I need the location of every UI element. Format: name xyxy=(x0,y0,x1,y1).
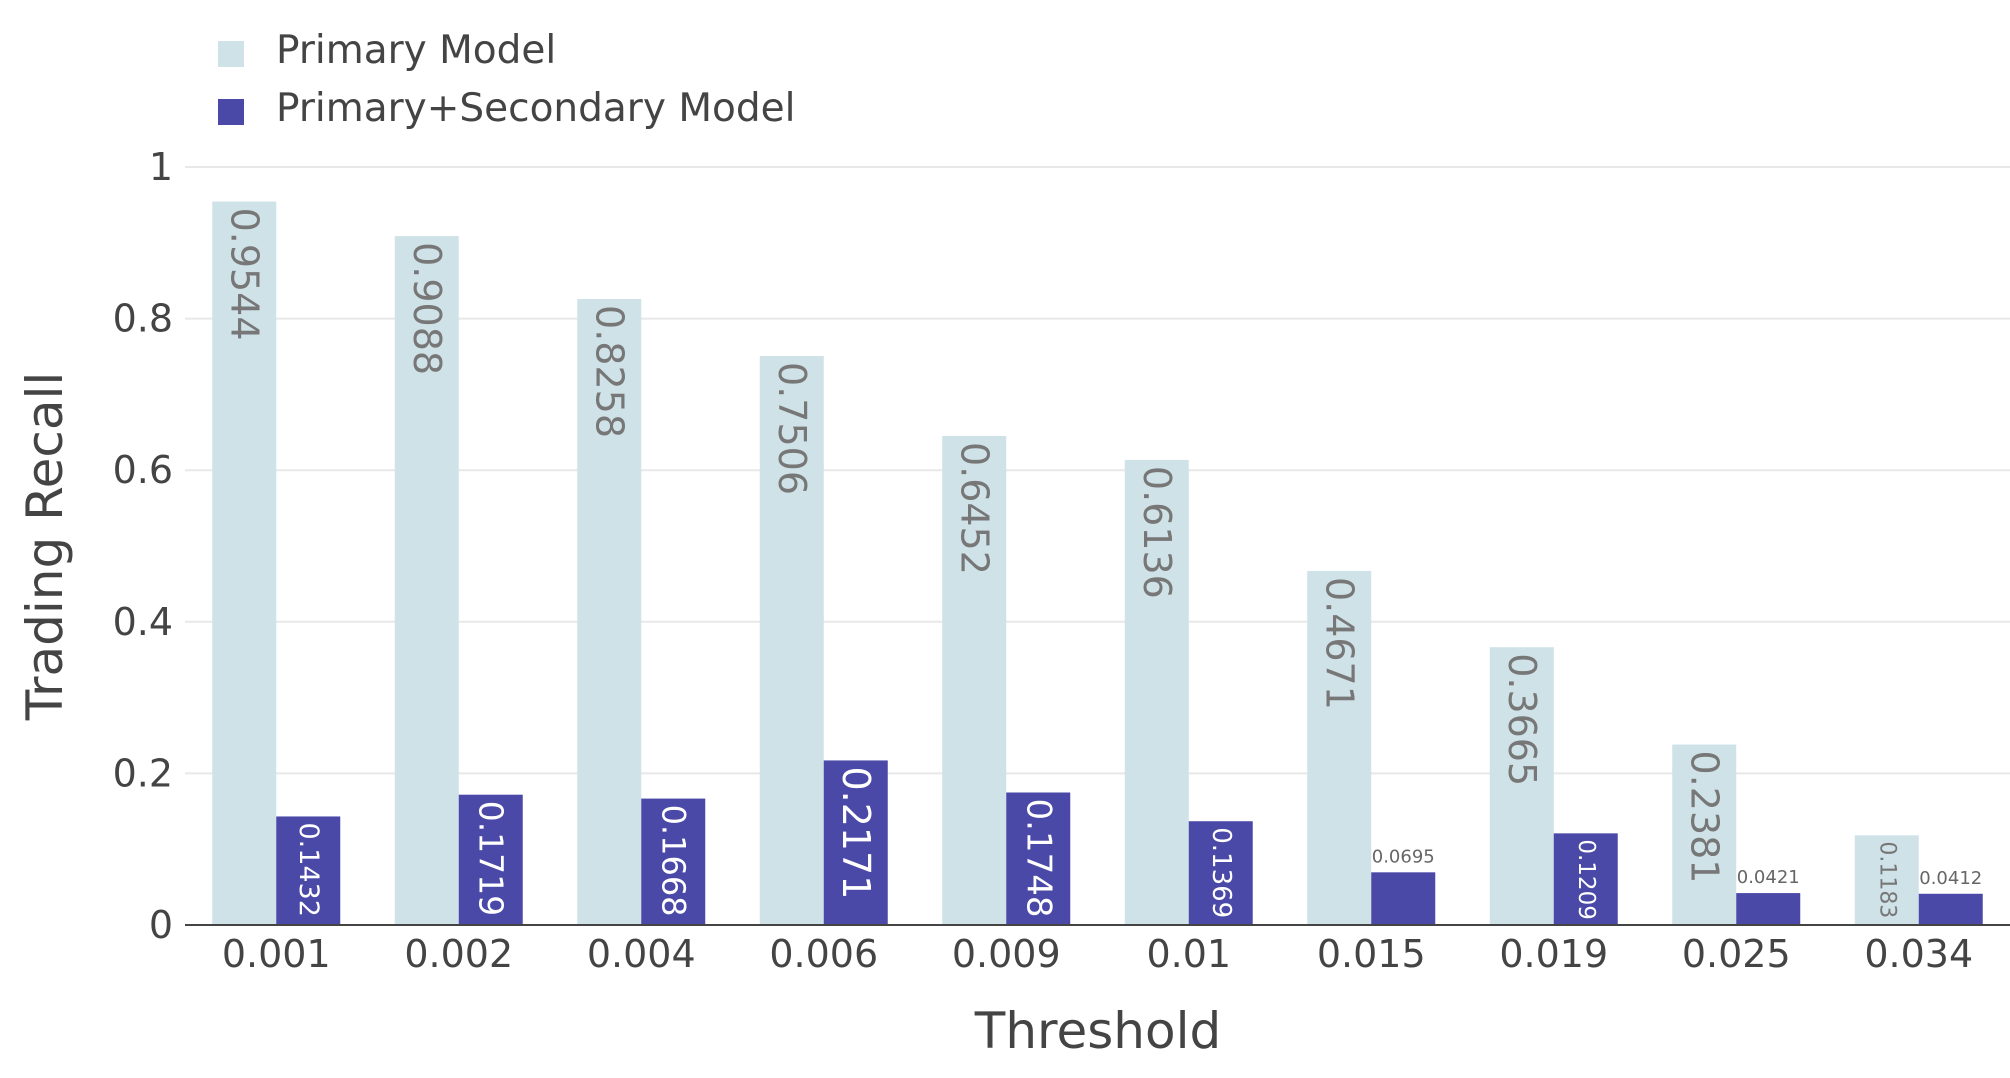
bar-primary xyxy=(1672,744,1737,925)
x-tick-label: 0.015 xyxy=(1317,932,1426,976)
x-tick-label: 0.034 xyxy=(1864,932,1973,976)
y-tick-label: 0.2 xyxy=(113,751,173,795)
bar-value-label-primary: 0.8258 xyxy=(587,305,631,438)
bar-value-label-primary-secondary: 0.0421 xyxy=(1737,867,1800,888)
bar-primary-secondary xyxy=(1006,792,1071,925)
bar-value-label-primary: 0.1183 xyxy=(1874,841,1899,918)
legend-swatch-primary-secondary xyxy=(218,99,244,125)
bar-value-label-primary: 0.2381 xyxy=(1682,751,1726,884)
y-tick-label: 0.4 xyxy=(113,600,173,644)
bar-primary xyxy=(759,356,824,926)
bars xyxy=(212,201,1983,926)
bar-primary-secondary xyxy=(458,794,523,925)
legend-label-primary-secondary: Primary+Secondary Model xyxy=(276,86,796,131)
x-axis-title: Threshold xyxy=(974,1002,1221,1060)
bar-primary-secondary xyxy=(1918,893,1983,925)
x-tick-label: 0.01 xyxy=(1146,932,1231,976)
bar-value-label-primary: 0.4671 xyxy=(1317,577,1361,710)
bar-primary xyxy=(212,201,277,925)
axes: 0 0.2 0.4 0.6 0.8 1 0.001 0.002 0.004 0.006 0.009 0… xyxy=(113,145,2010,976)
y-tick-label: 0.8 xyxy=(113,297,173,341)
bar-value-label-primary-secondary: 0.1209 xyxy=(1573,839,1599,919)
bar-value-label-primary-secondary: 0.1668 xyxy=(654,805,692,917)
bar-value-label-primary: 0.7506 xyxy=(770,362,814,495)
bar-primary-secondary xyxy=(1371,872,1436,925)
bar-primary-secondary xyxy=(823,760,888,925)
bar-value-label-primary: 0.6452 xyxy=(952,442,996,575)
x-tick-label: 0.025 xyxy=(1682,932,1791,976)
bar-value-label-primary: 0.3665 xyxy=(1500,653,1544,786)
legend-label-primary: Primary Model xyxy=(276,28,557,73)
bar-value-label-primary-secondary: 0.0412 xyxy=(1919,868,1982,889)
bar-primary xyxy=(1124,459,1189,925)
bar-value-label-primary-secondary: 0.2171 xyxy=(834,766,878,899)
bar-value-label-primary-secondary: 0.1369 xyxy=(1206,827,1236,918)
bar-primary-secondary xyxy=(276,816,341,925)
bar-primary xyxy=(1307,570,1372,925)
bar-value-label-primary-secondary: 0.1748 xyxy=(1018,799,1058,918)
x-tick-label: 0.004 xyxy=(587,932,696,976)
y-tick-label: 0 xyxy=(149,903,173,947)
x-tick-label: 0.019 xyxy=(1499,932,1608,976)
bar-value-label-primary-secondary: 0.1719 xyxy=(471,801,510,916)
bar-value-label-primary-secondary: 0.1432 xyxy=(293,822,324,916)
bar-labels: 0.9544 0.1432 0.9088 0.1719 0.8258 0.1668 0.75… xyxy=(222,208,1982,920)
y-tick-label: 1 xyxy=(149,145,173,189)
bar-value-label-primary: 0.9088 xyxy=(405,242,449,375)
x-tick-label: 0.006 xyxy=(769,932,878,976)
bar-primary-secondary xyxy=(1553,833,1618,925)
bar-primary xyxy=(1854,835,1919,925)
bar-primary xyxy=(577,299,642,926)
bar-primary xyxy=(942,435,1007,925)
bar-primary-secondary xyxy=(1188,821,1253,925)
bar-value-label-primary-secondary: 0.0695 xyxy=(1372,846,1435,867)
legend-swatch-primary xyxy=(218,41,244,67)
x-tick-label: 0.009 xyxy=(952,932,1061,976)
y-axis-title: Trading Recall xyxy=(16,372,74,722)
x-tick-label: 0.002 xyxy=(404,932,513,976)
bar-primary xyxy=(394,236,459,926)
bar-primary-secondary xyxy=(641,798,706,925)
bar-value-label-primary: 0.9544 xyxy=(222,208,266,341)
bar-primary xyxy=(1489,647,1554,925)
x-tick-label: 0.001 xyxy=(222,932,331,976)
bar-primary-secondary xyxy=(1736,893,1801,925)
bar-value-label-primary: 0.6136 xyxy=(1135,466,1179,599)
y-tick-label: 0.6 xyxy=(113,448,173,492)
